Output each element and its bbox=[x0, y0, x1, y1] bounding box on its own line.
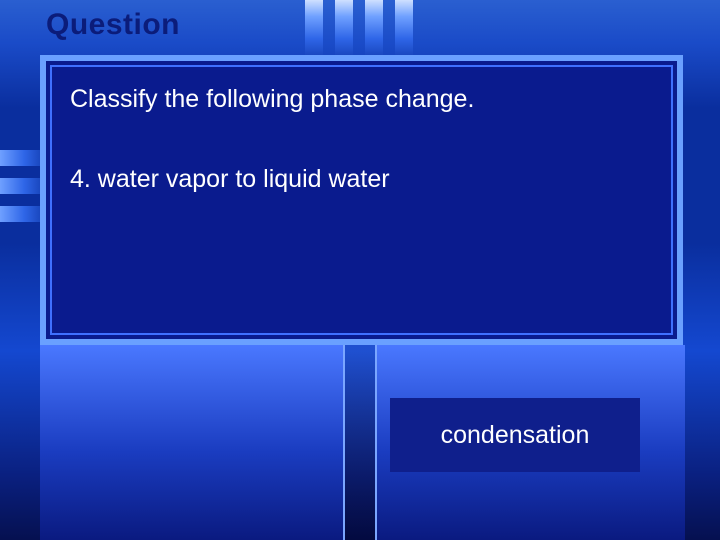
decor-left-bars bbox=[0, 150, 40, 222]
decor-book-spine bbox=[345, 345, 375, 540]
answer-text: condensation bbox=[441, 421, 590, 450]
slide: Question Classify the following phase ch… bbox=[0, 0, 720, 540]
decor-bar bbox=[0, 150, 40, 166]
decor-bar bbox=[305, 0, 323, 55]
decor-bar bbox=[0, 206, 40, 222]
slide-title: Question bbox=[46, 8, 180, 42]
decor-bar bbox=[395, 0, 413, 55]
decor-bar bbox=[365, 0, 383, 55]
decor-top-bars bbox=[305, 0, 425, 55]
answer-box: condensation bbox=[390, 398, 640, 472]
decor-book-page-left bbox=[40, 345, 345, 540]
question-prompt: Classify the following phase change. bbox=[70, 83, 653, 117]
decor-bar bbox=[335, 0, 353, 55]
decor-bar bbox=[0, 178, 40, 194]
question-box: Classify the following phase change. 4. … bbox=[40, 55, 683, 345]
question-item: 4. water vapor to liquid water bbox=[70, 165, 653, 194]
